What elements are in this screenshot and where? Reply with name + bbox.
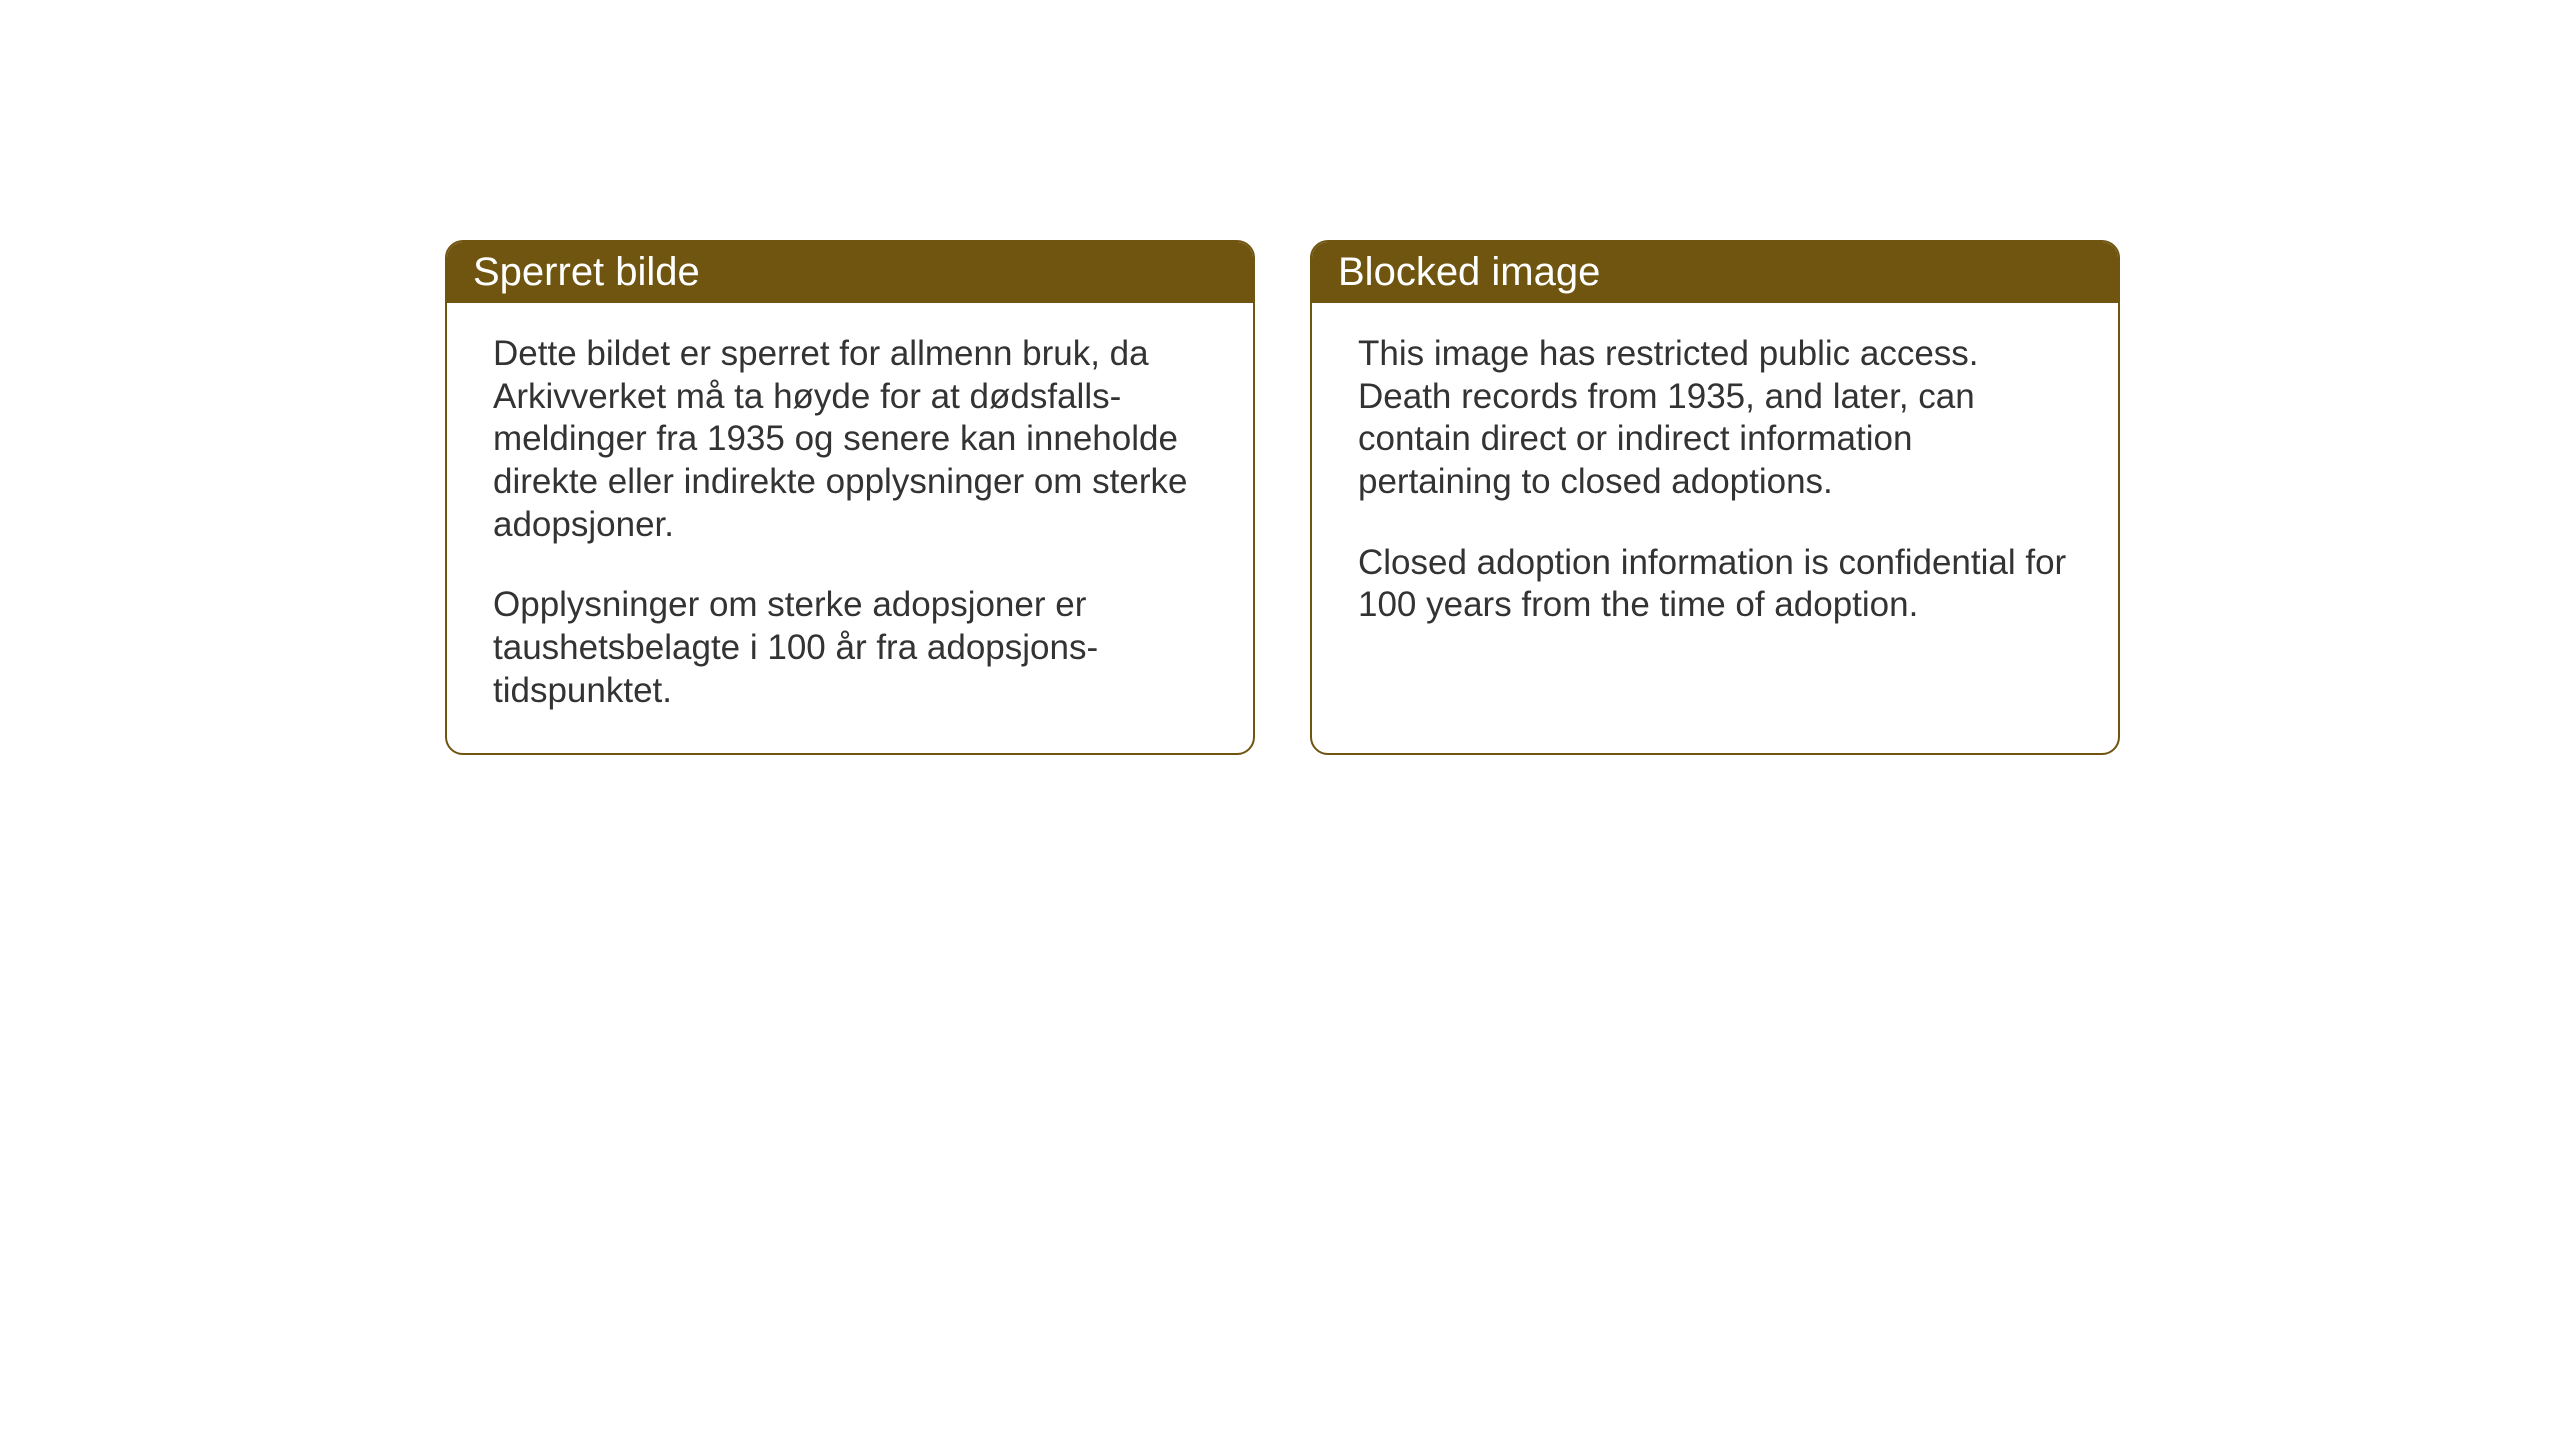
english-card-title: Blocked image <box>1338 250 1600 294</box>
english-card-header: Blocked image <box>1312 242 2118 303</box>
notice-container: Sperret bilde Dette bildet er sperret fo… <box>445 240 2120 755</box>
norwegian-notice-card: Sperret bilde Dette bildet er sperret fo… <box>445 240 1255 755</box>
norwegian-card-title: Sperret bilde <box>473 250 700 294</box>
norwegian-card-body: Dette bildet er sperret for allmenn bruk… <box>447 303 1253 753</box>
english-paragraph-1: This image has restricted public access.… <box>1358 333 2072 504</box>
english-paragraph-2: Closed adoption information is confident… <box>1358 542 2072 627</box>
norwegian-paragraph-1: Dette bildet er sperret for allmenn bruk… <box>493 333 1207 546</box>
english-notice-card: Blocked image This image has restricted … <box>1310 240 2120 755</box>
english-card-body: This image has restricted public access.… <box>1312 303 2118 667</box>
norwegian-card-header: Sperret bilde <box>447 242 1253 303</box>
norwegian-paragraph-2: Opplysninger om sterke adopsjoner er tau… <box>493 584 1207 712</box>
